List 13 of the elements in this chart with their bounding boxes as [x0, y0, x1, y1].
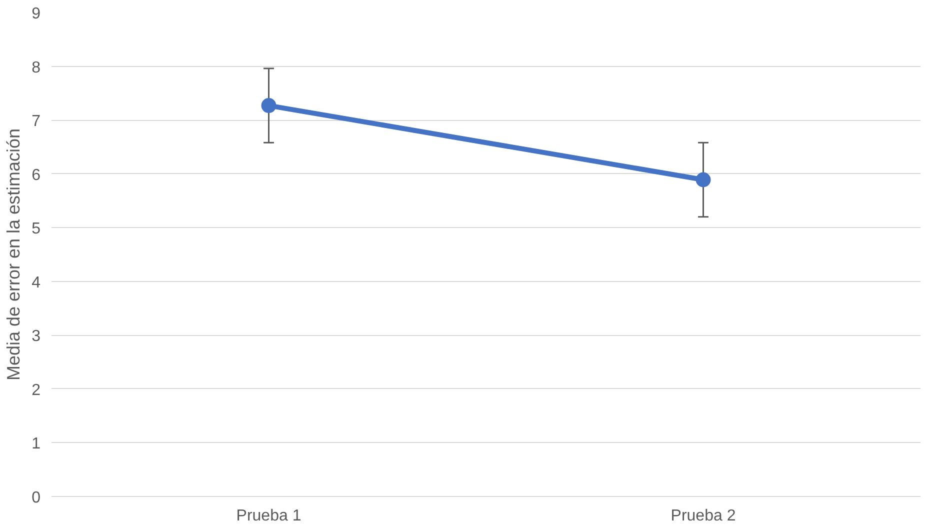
y-tick-label: 0: [32, 490, 41, 506]
y-tick-label: 4: [32, 274, 41, 292]
y-tick-label: 1: [32, 436, 41, 453]
y-tick-label: 7: [32, 113, 41, 130]
y-tick-label: 9: [32, 6, 41, 22]
y-tick-label: 6: [32, 166, 41, 184]
y-tick-label: 3: [32, 328, 41, 346]
x-tick-label: Prueba 2: [670, 508, 736, 524]
y-tick-label: 5: [32, 220, 41, 238]
y-tick-label: 8: [32, 59, 41, 76]
y-tick-label: 2: [32, 382, 41, 399]
y-axis-title: Media de error en la estimación: [4, 128, 24, 381]
x-tick-label: Prueba 1: [236, 508, 302, 524]
